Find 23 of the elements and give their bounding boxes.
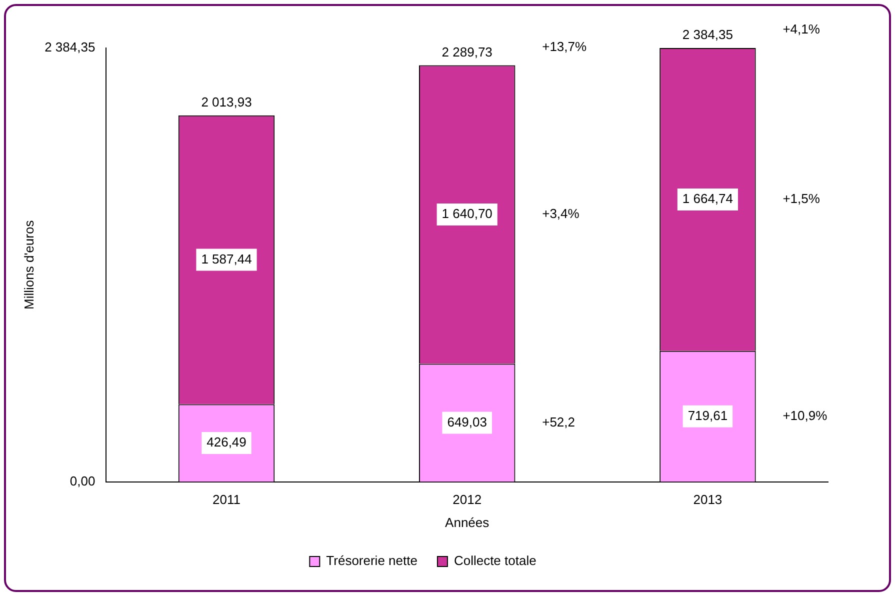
- text: +4,1%: [782, 22, 820, 37]
- total-label: 2 289,73: [442, 44, 492, 60]
- data-label: 426,49: [206, 434, 246, 450]
- x-tick-label: 2013: [693, 492, 722, 508]
- data-label: 1 664,74: [682, 191, 734, 206]
- data-label: 1 640,70: [442, 206, 492, 222]
- total-label: 2 013,93: [201, 94, 252, 110]
- y-axis-title: Millions d'euros: [21, 220, 36, 310]
- data-label: 1 587,44: [201, 251, 252, 266]
- x-tick-label: 2012: [452, 492, 482, 508]
- annotation: +52,2: [542, 414, 576, 430]
- y-tick-label: 0,00: [70, 473, 96, 488]
- x-tick-label: 2011: [212, 492, 240, 508]
- total-label: 2 384,35: [682, 27, 734, 42]
- data-label: 719,61: [688, 408, 728, 423]
- legend-label: Collecte totale: [454, 553, 536, 568]
- annotation: +10,9%: [782, 408, 828, 423]
- annotation: +13,7%: [542, 38, 587, 54]
- annotation: +3,4%: [542, 206, 580, 222]
- data-label: 649,03: [447, 414, 487, 430]
- annotation: +1,5%: [782, 191, 820, 206]
- x-axis-title: Années: [445, 514, 490, 530]
- legend-label: Trésorerie nette: [326, 553, 418, 568]
